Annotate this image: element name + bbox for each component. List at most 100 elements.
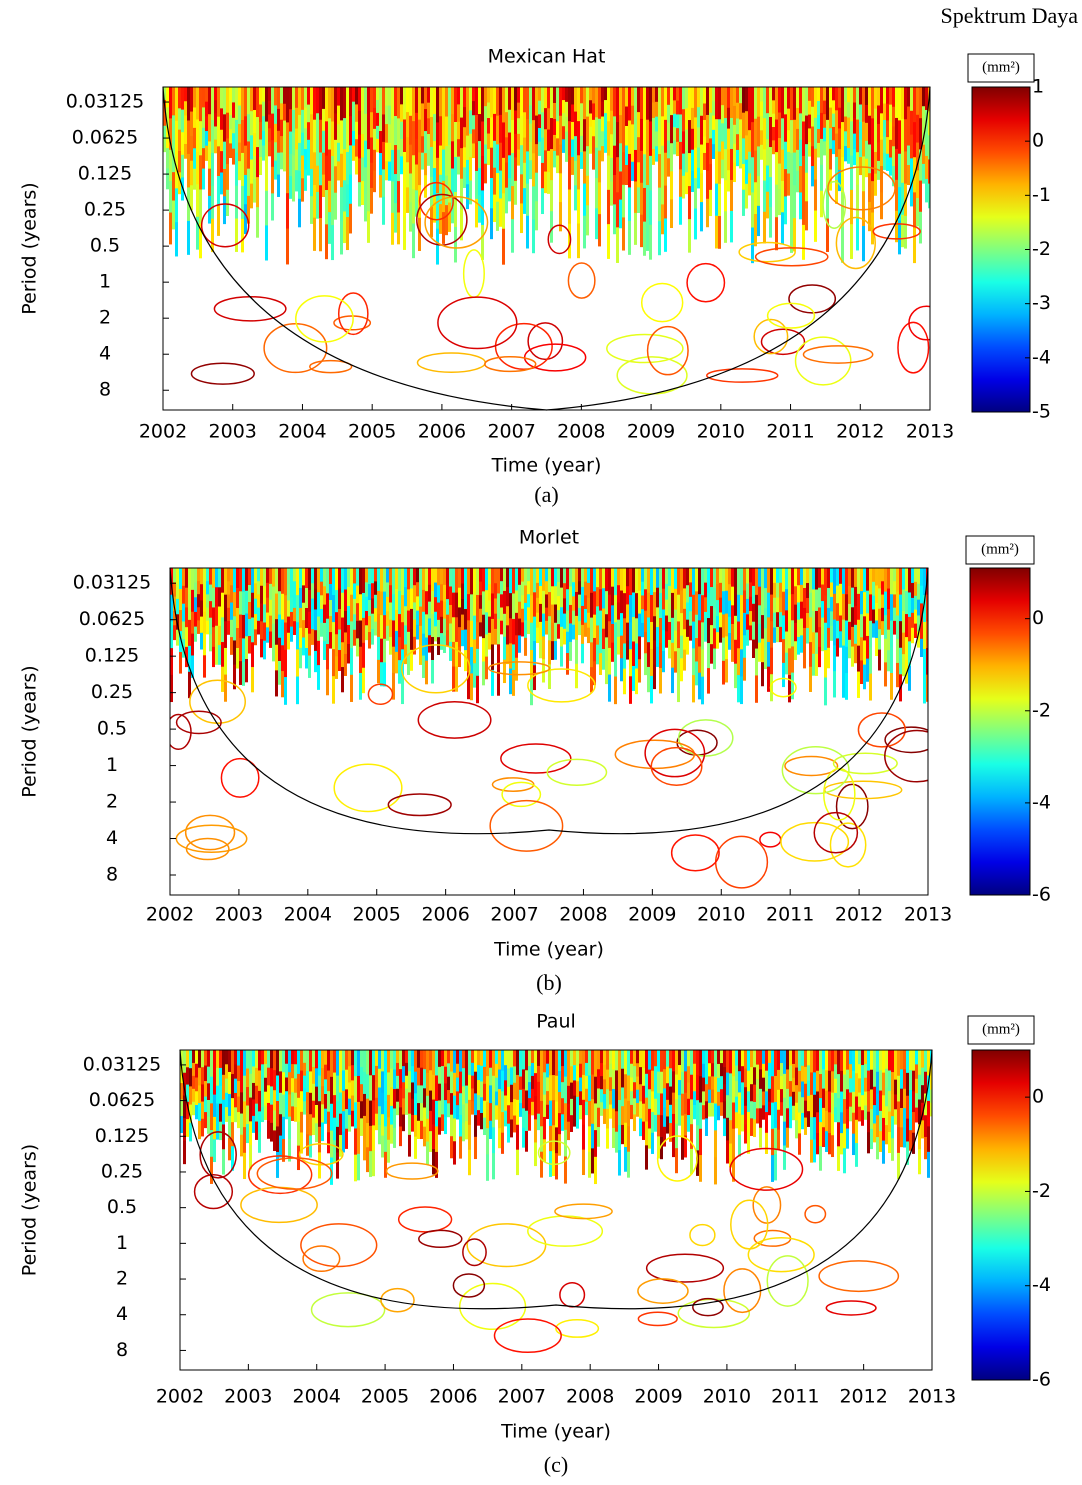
texture-stripe bbox=[410, 609, 413, 630]
texture-stripe bbox=[229, 129, 232, 144]
texture-stripe bbox=[514, 181, 517, 205]
texture-stripe bbox=[642, 1122, 645, 1140]
texture-stripe bbox=[788, 648, 791, 675]
texture-stripe bbox=[492, 1050, 495, 1076]
texture-stripe bbox=[237, 1112, 240, 1128]
texture-stripe bbox=[205, 87, 208, 102]
texture-stripe bbox=[889, 140, 892, 158]
texture-stripe bbox=[249, 1121, 252, 1145]
texture-stripe bbox=[253, 87, 256, 111]
texture-stripe bbox=[584, 623, 587, 637]
texture-stripe bbox=[183, 1141, 186, 1164]
texture-stripe bbox=[650, 568, 653, 595]
texture-stripe bbox=[476, 595, 479, 622]
texture-stripe bbox=[807, 1096, 810, 1112]
texture-stripe bbox=[582, 1075, 585, 1100]
texture-stripe bbox=[363, 1072, 366, 1094]
texture-stripe bbox=[224, 648, 227, 675]
texture-stripe bbox=[551, 605, 554, 624]
colorbar-tick-label: -4 bbox=[1032, 1274, 1051, 1296]
texture-stripe bbox=[678, 1050, 681, 1066]
colorbar-tick-label: -2 bbox=[1032, 1180, 1051, 1202]
texture-stripe bbox=[526, 119, 529, 152]
texture-stripe bbox=[240, 1092, 243, 1114]
texture-stripe bbox=[554, 623, 557, 642]
texture-stripe bbox=[722, 614, 725, 638]
texture-stripe bbox=[526, 87, 529, 120]
texture-stripe bbox=[820, 113, 823, 139]
texture-stripe bbox=[597, 1050, 600, 1070]
texture-stripe bbox=[386, 611, 389, 626]
texture-stripe bbox=[276, 1050, 279, 1076]
texture-stripe bbox=[579, 1105, 582, 1119]
texture-stripe bbox=[886, 87, 889, 104]
texture-stripe bbox=[555, 1076, 558, 1102]
texture-stripe bbox=[368, 632, 371, 649]
texture-stripe bbox=[882, 1050, 885, 1073]
texture-stripe bbox=[208, 169, 211, 197]
texture-stripe bbox=[457, 139, 460, 157]
texture-stripe bbox=[183, 1050, 186, 1073]
texture-stripe bbox=[442, 118, 445, 150]
texture-stripe bbox=[876, 1072, 879, 1094]
texture-stripe bbox=[769, 117, 772, 148]
texture-stripe bbox=[475, 87, 478, 115]
texture-stripe bbox=[445, 176, 448, 206]
texture-stripe bbox=[214, 126, 217, 140]
texture-stripe bbox=[549, 1126, 552, 1152]
texture-stripe bbox=[886, 120, 889, 137]
texture-stripe bbox=[726, 1050, 729, 1073]
texture-stripe bbox=[709, 164, 712, 190]
texture-stripe bbox=[787, 174, 790, 196]
texture-stripe bbox=[319, 153, 322, 186]
texture-stripe bbox=[833, 645, 836, 671]
texture-stripe bbox=[247, 87, 250, 115]
texture-stripe bbox=[610, 158, 613, 182]
texture-stripe bbox=[779, 568, 782, 583]
texture-stripe bbox=[583, 184, 586, 217]
texture-stripe bbox=[497, 568, 500, 594]
texture-stripe bbox=[538, 128, 541, 142]
texture-stripe bbox=[616, 227, 619, 263]
texture-stripe bbox=[847, 133, 850, 149]
texture-stripe bbox=[473, 616, 476, 640]
texture-stripe bbox=[638, 614, 641, 637]
texture-stripe bbox=[662, 568, 665, 589]
texture-stripe bbox=[549, 1075, 552, 1101]
texture-stripe bbox=[237, 1097, 240, 1113]
texture-stripe bbox=[493, 168, 496, 195]
texture-stripe bbox=[851, 647, 854, 667]
texture-stripe bbox=[496, 202, 499, 231]
texture-stripe bbox=[757, 87, 760, 117]
texture-stripe bbox=[609, 1091, 612, 1105]
texture-stripe bbox=[413, 585, 416, 603]
texture-stripe bbox=[771, 1050, 774, 1077]
texture-stripe bbox=[251, 568, 254, 593]
texture-stripe bbox=[272, 624, 275, 643]
texture-stripe bbox=[744, 1050, 747, 1069]
texture-stripe bbox=[655, 87, 658, 102]
texture-stripe bbox=[356, 568, 359, 586]
texture-stripe bbox=[700, 145, 703, 174]
texture-stripe bbox=[265, 122, 268, 157]
texture-stripe bbox=[890, 673, 893, 700]
texture-stripe bbox=[189, 1068, 192, 1087]
texture-stripe bbox=[836, 638, 839, 656]
texture-stripe bbox=[363, 1094, 366, 1116]
texture-stripe bbox=[308, 612, 311, 634]
texture-stripe bbox=[686, 637, 689, 655]
texture-stripe bbox=[555, 1102, 558, 1128]
texture-stripe bbox=[775, 152, 778, 185]
texture-stripe bbox=[597, 1088, 600, 1108]
texture-stripe bbox=[354, 1050, 357, 1077]
texture-stripe bbox=[195, 1050, 198, 1064]
texture-stripe bbox=[409, 145, 412, 174]
texture-stripe bbox=[680, 658, 683, 681]
texture-stripe bbox=[878, 609, 881, 630]
texture-stripe bbox=[831, 1071, 834, 1093]
texture-stripe bbox=[218, 645, 221, 665]
texture-stripe bbox=[444, 1117, 447, 1134]
texture-stripe bbox=[516, 1050, 519, 1075]
texture-stripe bbox=[549, 1050, 552, 1076]
texture-stripe bbox=[367, 87, 370, 119]
